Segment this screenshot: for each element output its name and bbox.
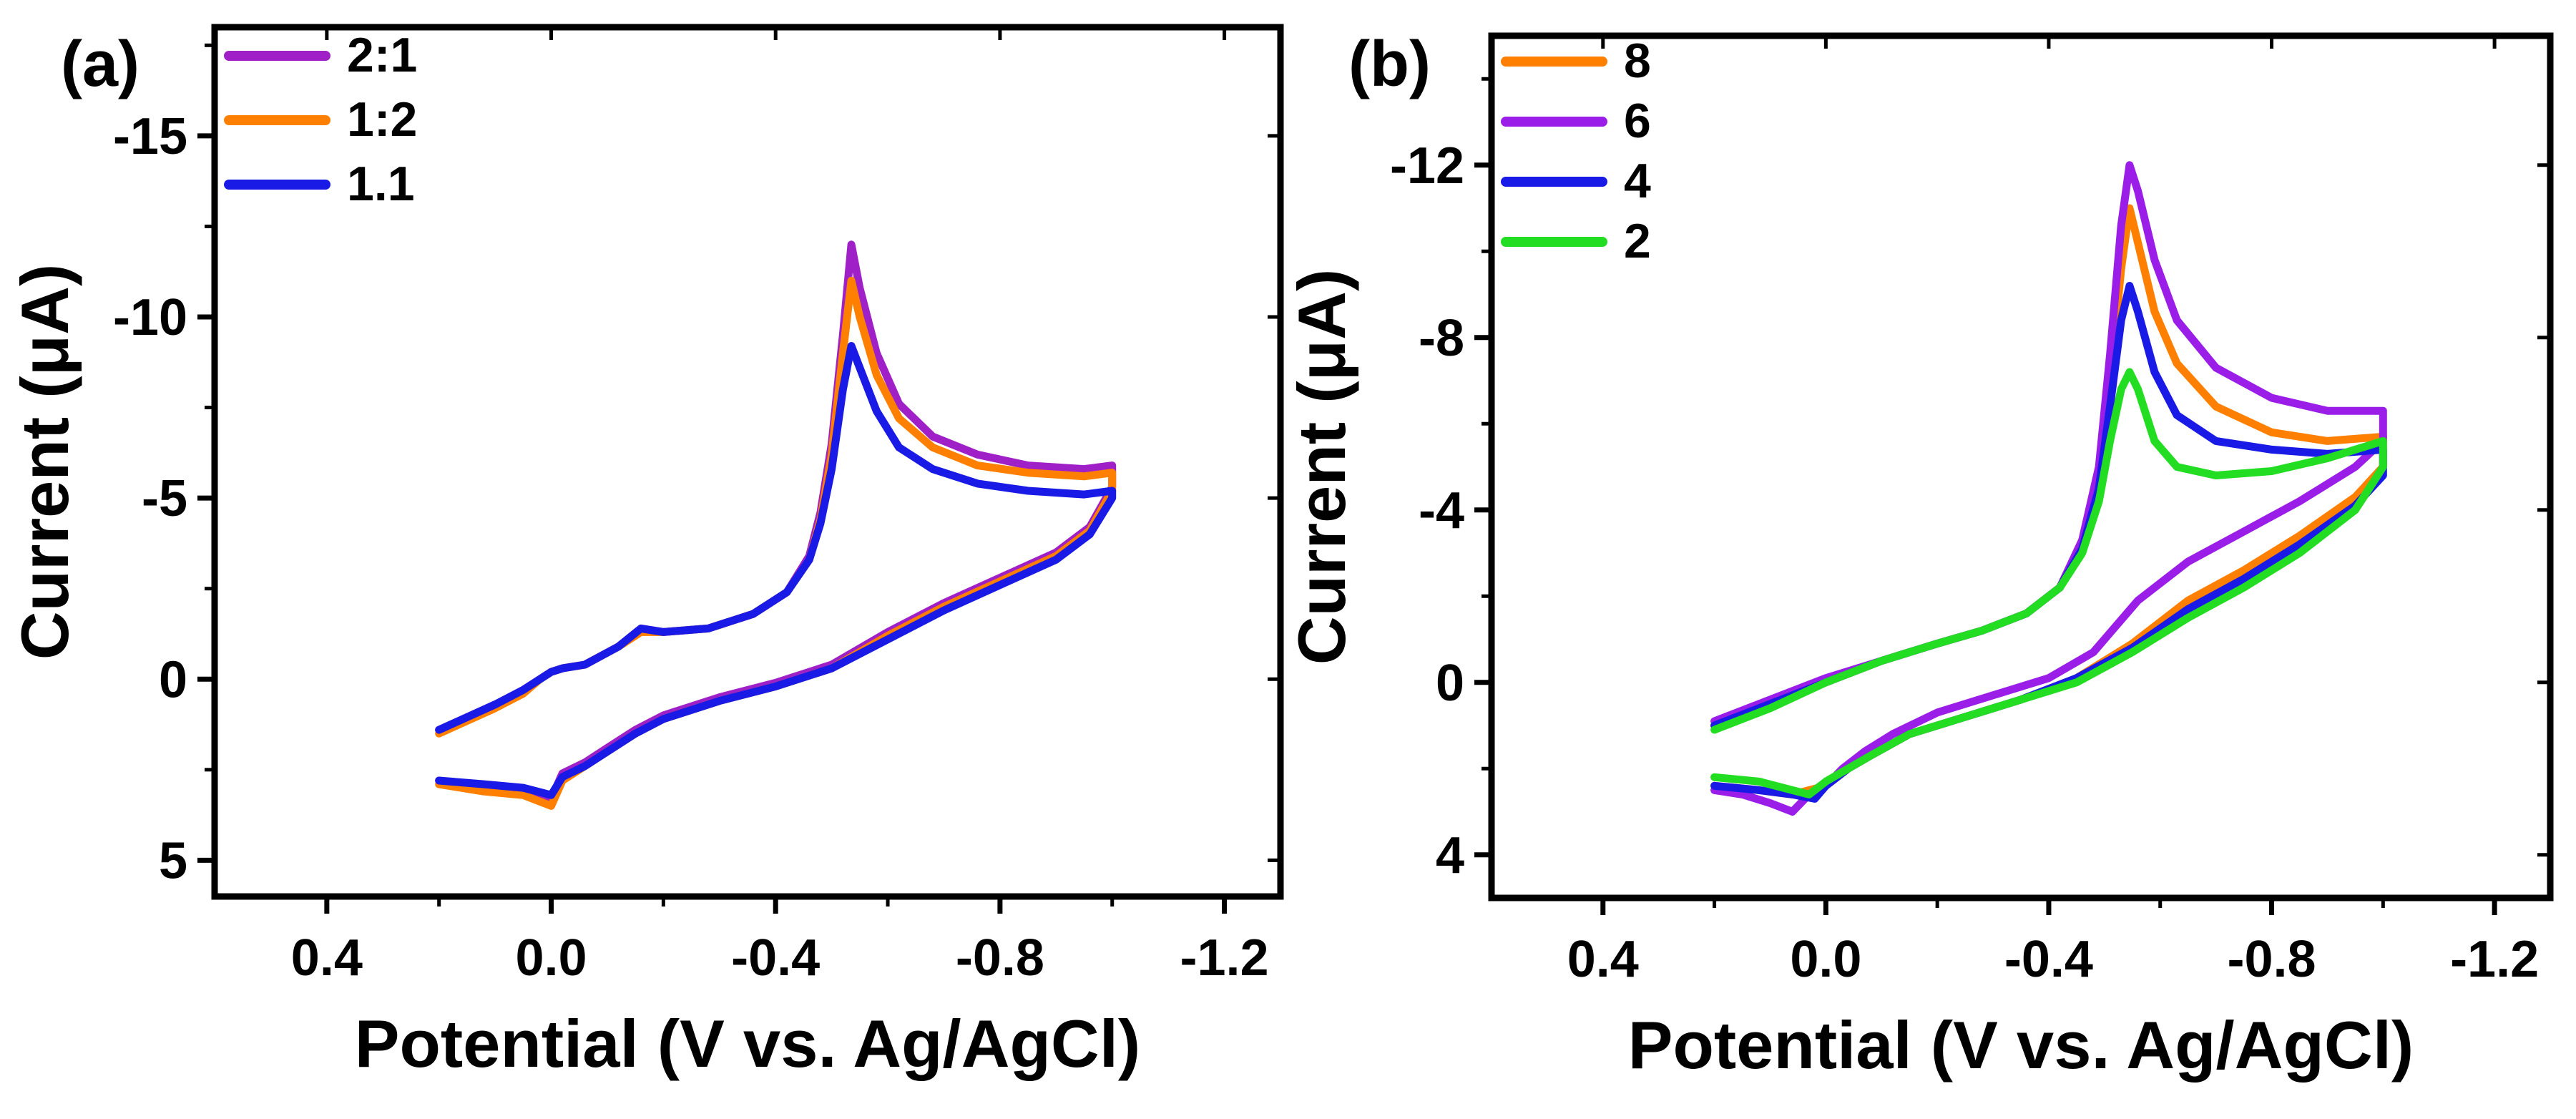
panel-b-chart: 0.4 0.0 -0.4 -0.8 -1.2 -12 -8 -4 0 4 Potential (V … (1284, 29, 2554, 1083)
panel-a-series-1-curve (435, 276, 1117, 810)
panel-a-plot-frame (211, 24, 1284, 900)
panel-b-series-1-curve (1710, 161, 2387, 816)
panel-b-legend: 8 6 4 2 (1501, 34, 1651, 268)
panel-b-legend-label-0: 8 (1624, 34, 1651, 88)
panel-a-y-tick-label: 0 (159, 651, 187, 708)
panel-a-panel-label: (a) (61, 29, 139, 100)
panel-b-x-axis-title: Potential (V vs. Ag/AgCl) (1628, 1007, 2414, 1083)
panel-b-series-0-curve (1710, 204, 2387, 798)
panel-a-legend: 2:1 1:2 1.1 (224, 28, 417, 211)
panel-a-x-tick-label: 0.4 (291, 929, 363, 987)
panel-b-y-tick-label: 0 (1436, 655, 1464, 712)
panel-a-y-axis-title: Current (μA) (7, 264, 82, 660)
panel-a-x-tick-label: -0.4 (731, 929, 820, 987)
panel-b-y-tick-label: -8 (1419, 310, 1464, 367)
panel-b-y-axis-title: Current (μA) (1284, 269, 1359, 665)
panel-a-legend-label-2: 1.1 (347, 157, 415, 211)
panel-a-y-tick-label: 5 (159, 832, 187, 889)
panel-b-x-tick-label: 0.0 (1790, 931, 1861, 988)
panel-b-y-tick-label: 4 (1436, 827, 1464, 884)
panel-b-x-tick-label: -1.2 (2450, 931, 2539, 988)
panel-b-legend-label-1: 6 (1624, 94, 1651, 148)
panel-a-chart: 0.4 0.0 -0.4 -0.8 -1.2 -15 -10 -5 0 5 Potential (V… (7, 24, 1284, 1081)
panel-a-legend-label-1: 1:2 (347, 92, 417, 147)
panel-b-y-tick-label: -12 (1390, 137, 1464, 195)
panel-b-plot-frame (1488, 32, 2554, 901)
panel-a-series-0-curve (435, 240, 1117, 803)
panel-a-y-tick-label: -15 (113, 108, 187, 165)
panel-b-series-3-curve (1710, 368, 2387, 798)
panel-b-x-tick-label: -0.4 (2004, 931, 2093, 988)
panel-a-x-tick-label: -1.2 (1180, 929, 1269, 987)
panel-b-panel-label: (b) (1348, 29, 1431, 100)
panel-b-legend-label-3: 2 (1624, 214, 1651, 268)
panel-b-y-tick-label: -4 (1419, 482, 1464, 539)
panel-a-series-2-curve (435, 342, 1117, 799)
panel-b-x-tick-label: 0.4 (1567, 931, 1639, 988)
panel-a-x-tick-label: 0.0 (515, 929, 587, 987)
panel-b-series-group (1710, 161, 2387, 816)
panel-b-x-tick-label: -0.8 (2227, 931, 2316, 988)
panel-a-x-tick-label: -0.8 (956, 929, 1044, 987)
panel-b-legend-label-2: 4 (1624, 154, 1651, 208)
panel-a-legend-label-0: 2:1 (347, 28, 417, 82)
panel-a-series-group (435, 240, 1117, 810)
panel-a-y-tick-label: -10 (113, 289, 187, 346)
panel-a-x-axis-title: Potential (V vs. Ag/AgCl) (355, 1006, 1141, 1081)
panel-a-y-tick-label: -5 (142, 470, 187, 527)
